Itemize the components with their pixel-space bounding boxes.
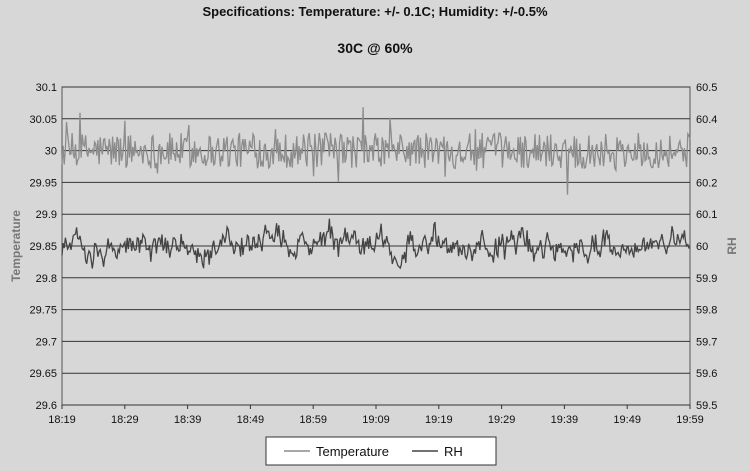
y-tick-label: 30.05 — [29, 114, 57, 126]
y-tick-label: 29.6 — [36, 400, 57, 412]
y2-tick-label: 59.6 — [696, 368, 717, 380]
y-tick-label: 29.9 — [36, 209, 57, 221]
y2-axis-title: RH — [725, 237, 739, 254]
chart-title: Specifications: Temperature: +/- 0.1C; H… — [202, 4, 548, 19]
x-tick-label: 18:29 — [111, 414, 139, 426]
series-line-temperature — [61, 107, 691, 195]
y-tick-label: 29.95 — [29, 177, 57, 189]
x-tick-label: 18:39 — [174, 414, 202, 426]
y2-tick-label: 60.2 — [696, 177, 717, 189]
y2-tick-label: 60.3 — [696, 146, 717, 158]
y-axis-title: Temperature — [9, 210, 23, 282]
y2-tick-label: 60.5 — [696, 82, 717, 94]
y-tick-label: 29.85 — [29, 241, 57, 253]
x-tick-label: 19:59 — [676, 414, 704, 426]
y2-tick-label: 59.7 — [696, 336, 717, 348]
x-tick-label: 18:59 — [299, 414, 327, 426]
x-tick-label: 18:49 — [237, 414, 265, 426]
y2-tick-label: 60.1 — [696, 209, 717, 221]
y-tick-label: 29.75 — [29, 305, 57, 317]
y2-tick-label: 59.9 — [696, 273, 717, 285]
y2-tick-label: 60.4 — [696, 114, 717, 126]
legend-label: Temperature — [316, 444, 389, 459]
x-tick-label: 19:39 — [551, 414, 579, 426]
x-tick-label: 19:19 — [425, 414, 453, 426]
y-tick-label: 30 — [45, 146, 57, 158]
y-tick-label: 29.8 — [36, 273, 57, 285]
y-tick-label: 29.65 — [29, 368, 57, 380]
x-tick-label: 18:19 — [48, 414, 76, 426]
chart-subtitle: 30C @ 60% — [337, 40, 413, 56]
y2-tick-label: 59.5 — [696, 400, 717, 412]
y-tick-label: 29.7 — [36, 336, 57, 348]
y2-tick-label: 59.8 — [696, 305, 717, 317]
series-line-rh — [61, 218, 691, 270]
x-tick-label: 19:49 — [613, 414, 641, 426]
x-tick-label: 19:29 — [488, 414, 516, 426]
x-tick-label: 19:09 — [362, 414, 390, 426]
legend-label: RH — [444, 444, 463, 459]
y-tick-label: 30.1 — [36, 82, 57, 94]
y2-tick-label: 60 — [696, 241, 708, 253]
